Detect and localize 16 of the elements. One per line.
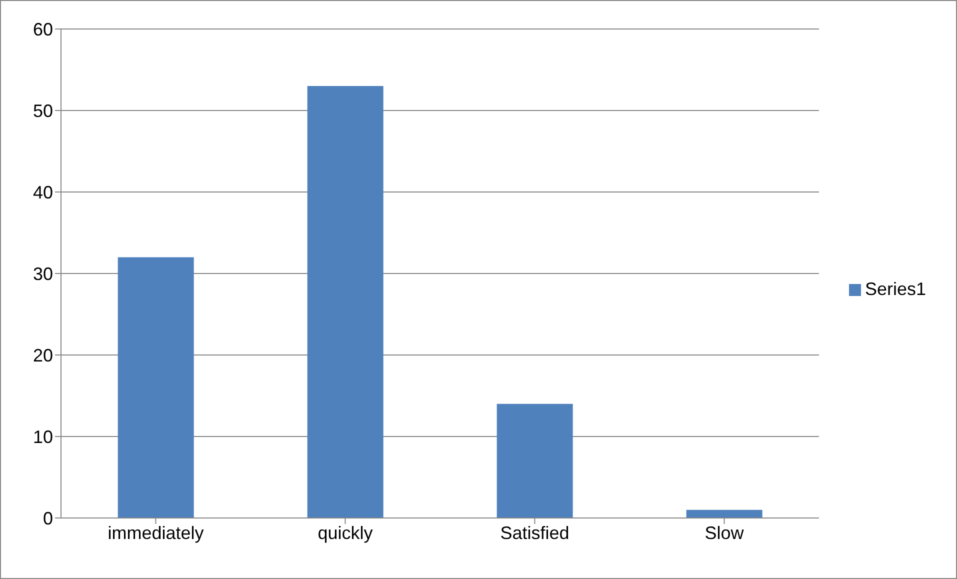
y-tick-label: 30 (32, 264, 53, 284)
legend-label: Series1 (864, 279, 926, 299)
x-tick-label: Slow (704, 522, 745, 543)
y-tick-label: 40 (32, 182, 53, 202)
y-tick-label: 20 (32, 345, 53, 366)
y-tick-label: 50 (32, 100, 53, 121)
y-tick-label: 10 (32, 426, 53, 447)
bar (496, 404, 573, 518)
x-tick-label: immediately (108, 522, 204, 543)
bar (118, 257, 194, 518)
x-tick-label: quickly (318, 522, 373, 543)
y-tick-label: 60 (32, 19, 53, 40)
x-tick-label: Satisfied (500, 522, 570, 543)
bar (686, 510, 762, 518)
bar (307, 86, 384, 518)
y-tick-label: 0 (42, 508, 53, 528)
